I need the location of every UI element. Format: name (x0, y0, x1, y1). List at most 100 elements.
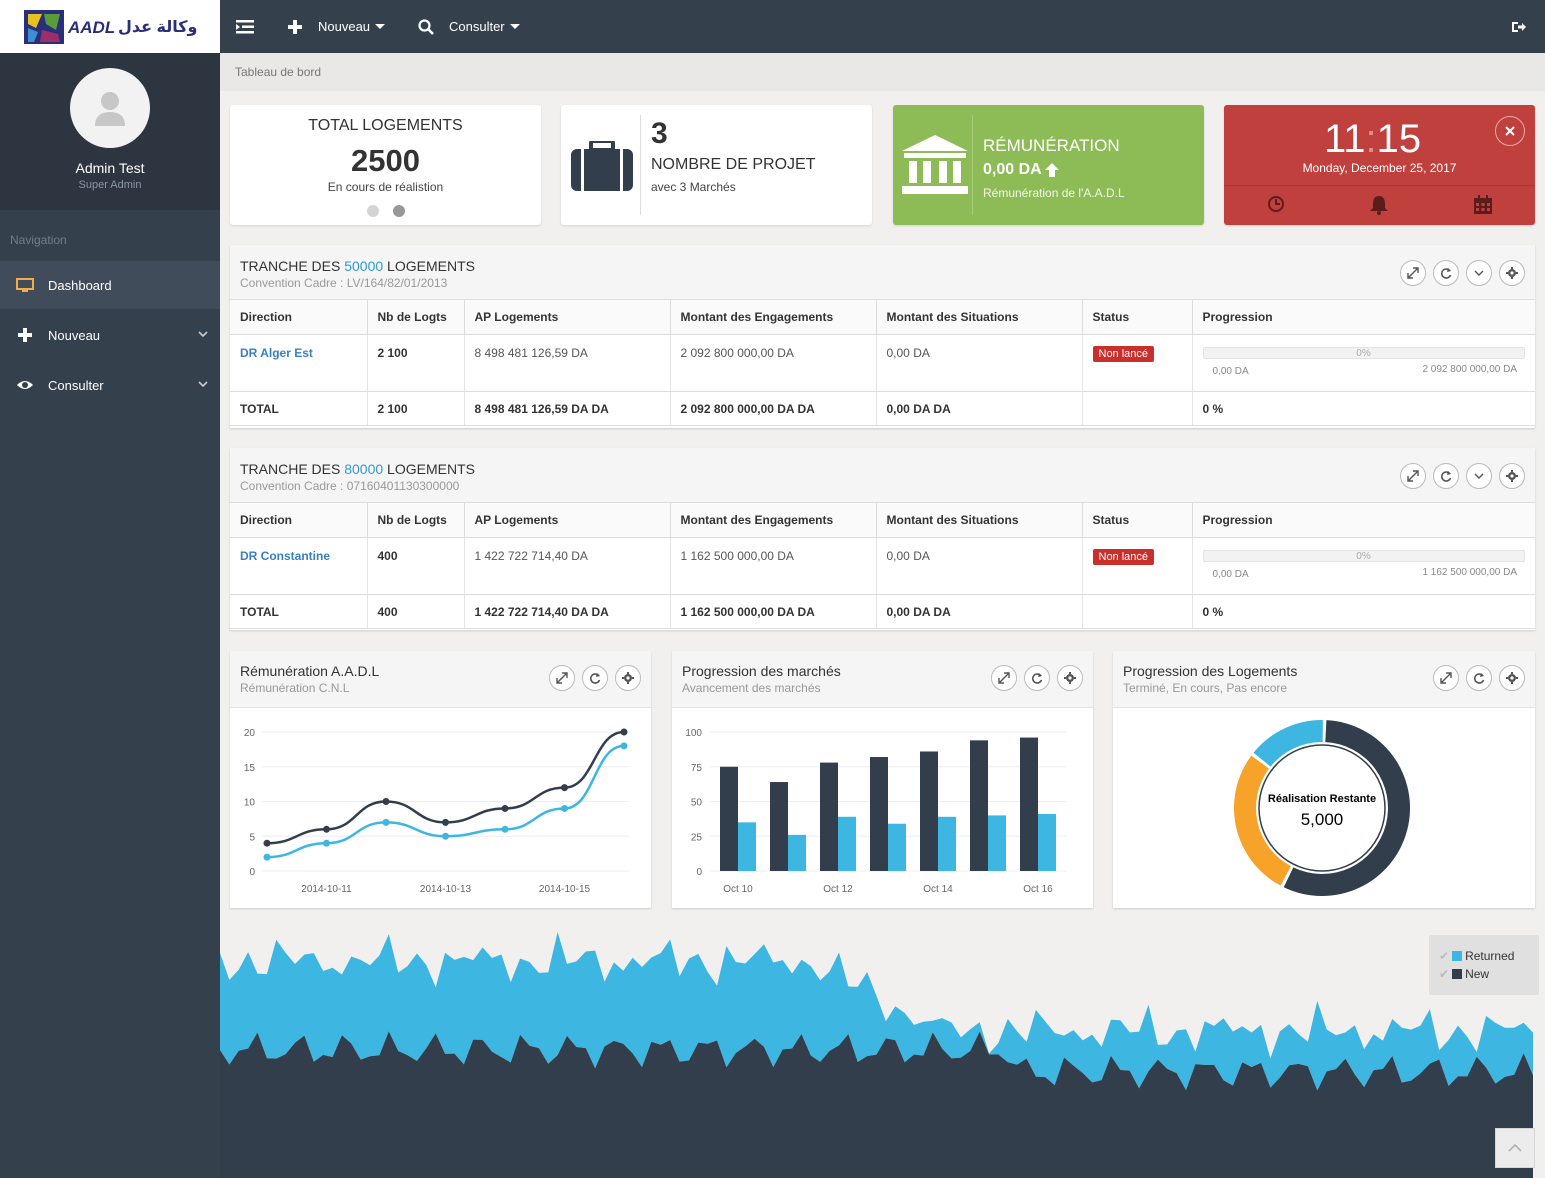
consulter-label: Consulter (449, 19, 505, 34)
logo-text: AADL (68, 18, 116, 37)
col-header: AP Logements (464, 503, 671, 538)
panel-subtitle: Convention Cadre : LV/164/82/01/2013 (240, 276, 448, 290)
pie-slice (1234, 755, 1291, 886)
y-tick-label: 20 (244, 728, 256, 739)
nouveau-menu-button[interactable]: Nouveau (288, 0, 386, 53)
direction-link[interactable]: DR Constantine (240, 548, 330, 563)
settings-button[interactable] (1499, 260, 1525, 286)
area-series-new (220, 1031, 1533, 1178)
expand-icon (1407, 267, 1419, 279)
monitor-icon (16, 278, 34, 292)
refresh-button[interactable] (1433, 260, 1459, 286)
x-tick-label: Oct 16 (1023, 884, 1053, 895)
bar (938, 816, 956, 871)
nav-heading: Navigation (10, 233, 67, 247)
bar (820, 762, 838, 871)
card-value: 2500 (351, 143, 420, 178)
widget-subtitle: Terminé, En cours, Pas encore (1123, 681, 1288, 695)
total-eng: 2 092 800 000,00 DA DA (670, 391, 877, 426)
expand-button[interactable] (1433, 665, 1459, 691)
progress-bar: 0% 0,00 DA 1 162 500 000,00 DA (1202, 545, 1526, 581)
y-tick-label: 5 (249, 832, 255, 843)
clock-icon[interactable] (1267, 195, 1285, 213)
bar (970, 740, 988, 871)
x-tick-label: Oct 12 (823, 884, 853, 895)
legend-item-new[interactable]: ✔ New (1439, 967, 1489, 981)
settings-button[interactable] (1057, 665, 1083, 691)
logo-bar[interactable]: AADL وكالة عدل (0, 0, 220, 53)
direction-link[interactable]: DR Alger Est (240, 345, 313, 360)
widget-subtitle: Rémunération C.N.L (240, 681, 350, 695)
settings-button[interactable] (615, 665, 641, 691)
bar (870, 757, 888, 871)
chart-legend: ✔ Returned ✔ New (1429, 935, 1539, 995)
ap-logements: 1 422 722 714,40 DA (464, 537, 671, 595)
progress-min: 0,00 DA (1212, 365, 1249, 377)
y-tick-label: 15 (244, 763, 256, 774)
series-line-0 (266, 730, 625, 845)
stream-area-chart (220, 931, 1533, 1178)
total-sit: 0,00 DA DA (876, 594, 1083, 629)
gear-icon (1506, 470, 1518, 482)
refresh-button[interactable] (1024, 665, 1050, 691)
bank-icon (902, 135, 968, 194)
status-badge: Non lancé (1092, 345, 1155, 362)
data-point (442, 818, 449, 826)
close-button[interactable] (1495, 116, 1525, 146)
settings-button[interactable] (1499, 463, 1525, 489)
logout-button[interactable] (1512, 0, 1526, 53)
expand-button[interactable] (1400, 260, 1426, 286)
progression-logements-widget: Progression des Logements Terminé, En co… (1113, 651, 1535, 908)
progress-max: 2 092 800 000,00 DA (1422, 363, 1517, 375)
legend-item-returned[interactable]: ✔ Returned (1439, 949, 1514, 963)
status-badge: Non lancé (1092, 548, 1155, 565)
total-row: TOTAL 400 1 422 722 714,40 DA DA 1 162 5… (230, 594, 1535, 629)
bell-icon[interactable] (1369, 195, 1389, 215)
area-series-returned (220, 931, 1533, 1091)
tranche-50000-panel: TRANCHE DES 50000 LOGEMENTS Convention C… (230, 245, 1535, 428)
panel-title: TRANCHE DES 50000 LOGEMENTS (240, 258, 475, 274)
bar (888, 823, 906, 871)
scroll-top-button[interactable] (1495, 1128, 1535, 1168)
col-header: Montant des Situations (876, 503, 1083, 538)
expand-button[interactable] (549, 665, 575, 691)
breadcrumb[interactable]: Tableau de bord (220, 53, 1545, 91)
sidebar-toggle-button[interactable] (236, 0, 254, 53)
refresh-button[interactable] (582, 665, 608, 691)
data-point (382, 818, 390, 826)
settings-button[interactable] (1499, 665, 1525, 691)
collapse-button[interactable] (1466, 463, 1492, 489)
sidebar-item-label: Dashboard (48, 277, 112, 293)
sidebar-item-nouveau[interactable]: Nouveau (0, 311, 220, 359)
refresh-button[interactable] (1466, 665, 1492, 691)
chevron-down-icon (198, 381, 208, 388)
data-point (382, 798, 390, 805)
carousel-dot-active[interactable] (393, 205, 405, 217)
user-name: Admin Test (75, 160, 145, 176)
col-header: Progression (1192, 503, 1535, 538)
plus-icon (288, 19, 302, 34)
progress-bar: 0% 0,00 DA 2 092 800 000,00 DA (1202, 342, 1526, 378)
expand-button[interactable] (991, 665, 1017, 691)
expand-button[interactable] (1400, 463, 1426, 489)
sidebar-item-consulter[interactable]: Consulter (0, 361, 220, 409)
x-tick-label: Oct 14 (923, 884, 953, 895)
bar (788, 834, 806, 871)
progress-max: 1 162 500 000,00 DA (1422, 566, 1517, 578)
refresh-button[interactable] (1433, 463, 1459, 489)
refresh-icon (589, 673, 601, 684)
data-point (561, 784, 568, 792)
projets-count: 3 (651, 117, 668, 150)
center-value: 5,000 (1301, 810, 1344, 829)
sidebar-item-dashboard[interactable]: Dashboard (0, 261, 220, 309)
check-icon: ✔ (1439, 949, 1450, 963)
data-point (323, 825, 330, 833)
bar (770, 782, 788, 871)
carousel-dot[interactable] (367, 205, 379, 217)
col-header: Nb de Logts (367, 300, 465, 335)
consulter-menu-button[interactable]: Consulter (418, 0, 520, 53)
tranche-table: Direction Nb de Logts AP Logements Monta… (230, 300, 1535, 426)
calendar-icon[interactable] (1473, 195, 1493, 215)
collapse-button[interactable] (1466, 260, 1492, 286)
avatar[interactable] (70, 68, 150, 148)
